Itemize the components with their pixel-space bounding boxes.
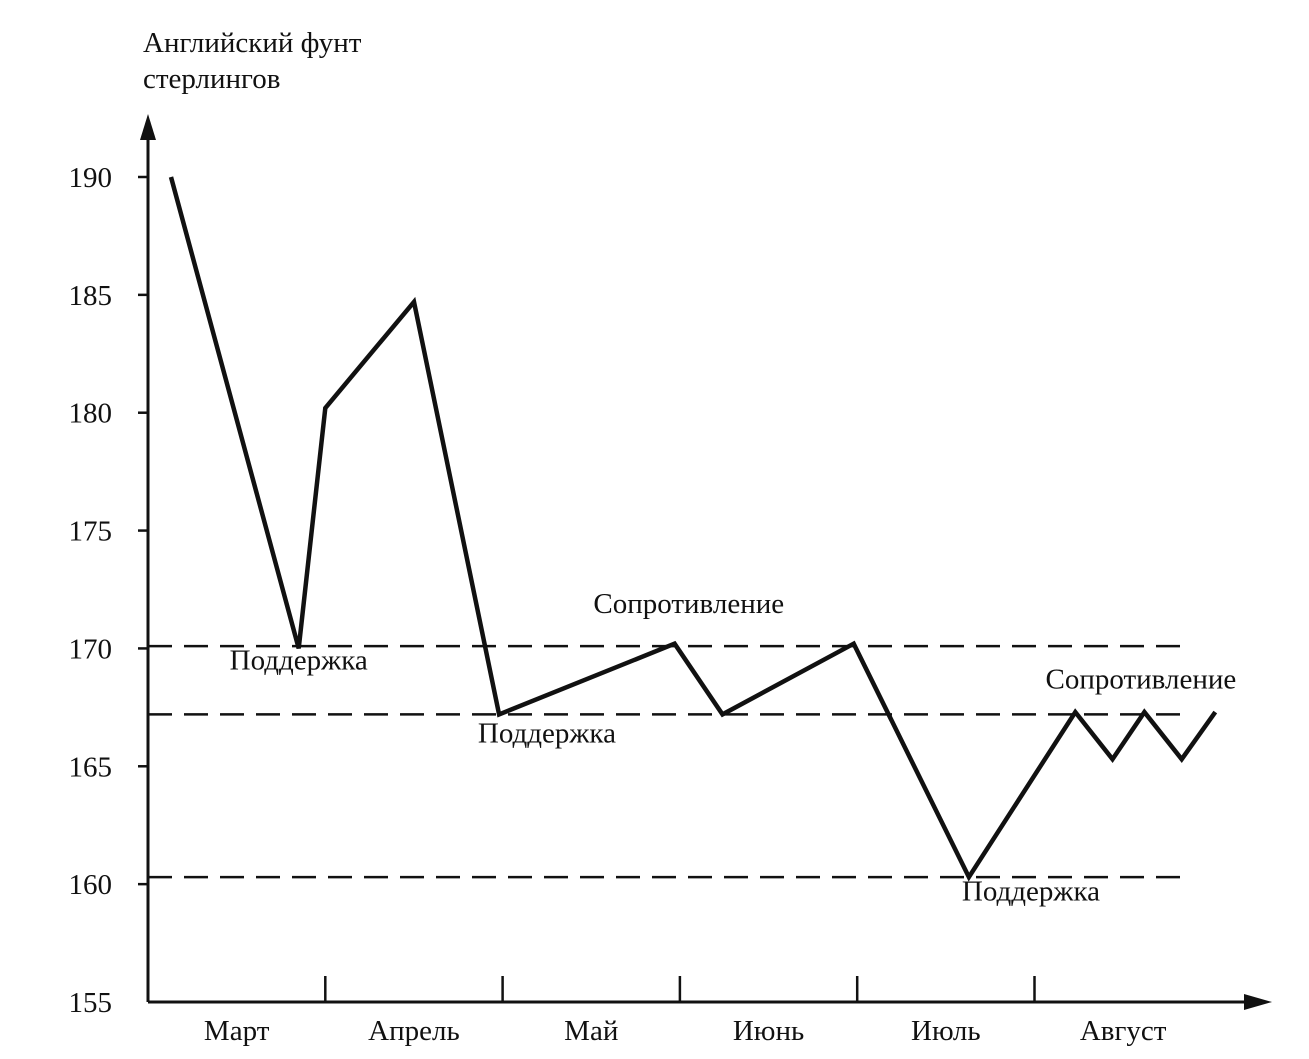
y-tick-label: 175 — [69, 516, 113, 548]
x-tick-label: Июль — [911, 1015, 981, 1047]
y-tick-label: 170 — [69, 633, 113, 665]
resistance-label: Сопротивление — [593, 588, 784, 620]
x-tick-label: Апрель — [368, 1015, 460, 1047]
x-tick-label: Июнь — [733, 1015, 804, 1047]
y-axis-label-line-1: Английский фунт — [143, 27, 362, 59]
x-tick-label: Май — [564, 1015, 618, 1047]
y-axis-label-line-2: стерлингов — [143, 63, 281, 95]
annotations: Поддержка Поддержка Сопротивление Сопротивл… — [230, 588, 1237, 908]
x-tick-label: Март — [204, 1015, 270, 1047]
y-tick-label: 155 — [69, 987, 113, 1019]
resistance-label: Сопротивление — [1046, 664, 1237, 696]
series-layer — [168, 176, 1218, 882]
x-axis-arrow — [1244, 994, 1272, 1010]
x-tick-label: Август — [1080, 1015, 1167, 1047]
y-tick-label: 165 — [69, 751, 113, 783]
y-tick-label: 190 — [69, 162, 113, 194]
y-tick-label: 160 — [69, 869, 113, 901]
axes: 155 160 165 170 175 180 185 190 Март Апрель Май Июн… — [69, 114, 1272, 1047]
reference-lines — [148, 644, 1186, 879]
support-label: Поддержка — [478, 718, 616, 750]
support-label: Поддержка — [230, 645, 368, 677]
support-label: Поддержка — [962, 876, 1100, 908]
y-tick-label: 180 — [69, 398, 113, 430]
y-axis-arrow — [140, 114, 156, 140]
price-series-line — [168, 176, 1218, 882]
y-tick-label: 185 — [69, 280, 113, 312]
